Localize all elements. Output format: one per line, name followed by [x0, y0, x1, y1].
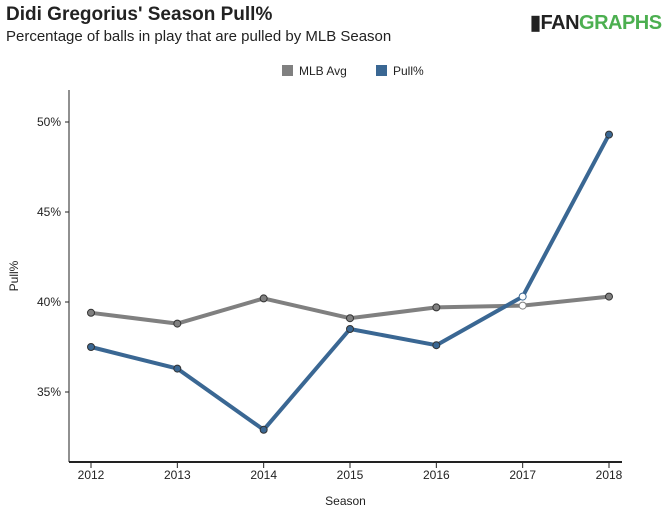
- data-point: [346, 314, 354, 323]
- chart-title: Didi Gregorius' Season Pull%: [6, 4, 273, 25]
- data-point: [259, 425, 268, 434]
- series-line-pull-: [90, 133, 611, 432]
- x-tick-label: 2015: [337, 468, 364, 482]
- x-tick-label: 2018: [596, 468, 623, 482]
- x-tick-label: 2014: [250, 468, 277, 482]
- data-point: [605, 292, 613, 301]
- data-point: [259, 294, 268, 303]
- legend-swatch-0: [282, 65, 293, 76]
- x-tick-label: 2017: [509, 468, 536, 482]
- y-tick-label: 40%: [37, 295, 61, 309]
- y-axis-title: Pull%: [7, 260, 21, 291]
- legend-swatch-1: [376, 65, 387, 76]
- x-axis-title: Season: [325, 494, 366, 507]
- data-point: [518, 292, 527, 301]
- data-point: [173, 319, 182, 328]
- data-point: [605, 130, 613, 139]
- data-point: [87, 308, 95, 317]
- data-point: [87, 343, 95, 351]
- data-point: [346, 325, 354, 333]
- y-tick-label: 50%: [37, 115, 61, 129]
- fangraphs-logo[interactable]: ▮FANGRAPHS: [530, 12, 662, 34]
- data-point: [432, 341, 441, 350]
- data-point: [173, 364, 182, 373]
- legend-label-1: Pull%: [393, 64, 424, 78]
- x-tick-label: 2016: [423, 468, 450, 482]
- x-tick-label: 2013: [164, 468, 191, 482]
- chart-subtitle: Percentage of balls in play that are pul…: [6, 28, 392, 45]
- x-tick-label: 2012: [78, 468, 105, 482]
- data-point: [432, 303, 441, 312]
- y-tick-label: 35%: [37, 385, 61, 399]
- legend-label-0: MLB Avg: [299, 64, 347, 78]
- data-point: [518, 301, 527, 310]
- y-tick-label: 45%: [37, 205, 61, 219]
